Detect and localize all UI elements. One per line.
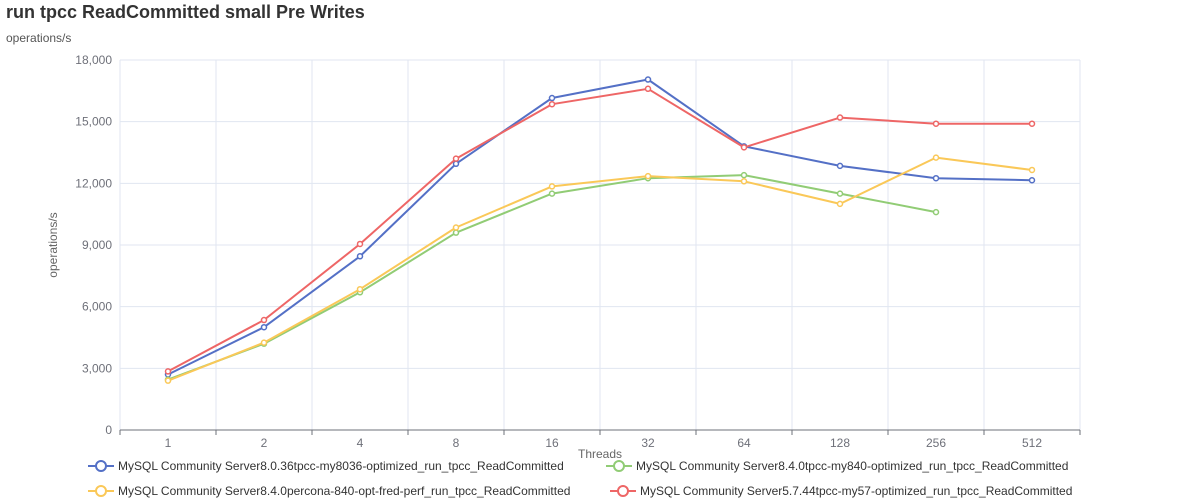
legend-item[interactable]: MySQL Community Server5.7.44tpcc-my57-op… <box>610 484 1072 498</box>
data-point <box>740 144 748 151</box>
legend-swatch-marker <box>617 485 629 497</box>
y-tick-label: 6,000 <box>82 300 112 314</box>
data-point <box>836 114 844 121</box>
chart-title: run tpcc ReadCommitted small Pre Writes <box>6 2 365 22</box>
x-tick-label: 256 <box>926 436 946 450</box>
legend-swatch-marker <box>95 485 107 497</box>
data-point <box>164 377 172 384</box>
y-tick-label: 0 <box>105 423 112 437</box>
series-4 <box>164 85 1036 375</box>
data-point <box>356 253 364 260</box>
data-point <box>932 208 940 216</box>
data-point <box>548 190 556 197</box>
x-tick-label: 512 <box>1022 436 1042 450</box>
data-point <box>932 174 940 182</box>
legend-swatch-icon <box>88 460 114 472</box>
data-point <box>356 240 364 248</box>
legend-label: MySQL Community Server8.4.0tpcc-my840-op… <box>636 459 1069 473</box>
legend-swatch-marker <box>95 460 107 472</box>
data-point <box>356 285 364 293</box>
y-tick-label: 12,000 <box>75 176 112 190</box>
data-point <box>548 94 556 102</box>
data-point <box>452 160 460 168</box>
data-point <box>260 323 268 331</box>
data-point <box>1028 120 1036 127</box>
legend-item[interactable]: MySQL Community Server8.0.36tpcc-my8036-… <box>88 459 564 473</box>
data-point <box>644 172 652 180</box>
series-layer <box>164 76 1036 384</box>
legend-swatch-marker <box>613 460 625 472</box>
x-tick-label: 32 <box>641 436 655 450</box>
grid-lines <box>119 59 1081 430</box>
x-tick-label: 128 <box>830 436 850 450</box>
y-tick-label: 9,000 <box>82 238 112 252</box>
data-point <box>644 85 652 93</box>
data-point <box>1028 177 1036 184</box>
data-point <box>932 120 940 127</box>
legend-swatch-icon <box>88 485 114 497</box>
legend-label: MySQL Community Server8.0.36tpcc-my8036-… <box>118 459 564 473</box>
data-point <box>740 178 748 185</box>
x-tick-label: 16 <box>545 436 559 450</box>
legend-label: MySQL Community Server8.4.0percona-840-o… <box>118 484 571 498</box>
legend-item[interactable]: MySQL Community Server8.4.0tpcc-my840-op… <box>606 459 1068 473</box>
data-point <box>548 100 556 108</box>
series-3 <box>164 154 1036 384</box>
data-point <box>1028 166 1036 174</box>
series-line <box>167 78 1033 376</box>
data-point <box>260 316 268 324</box>
data-point <box>932 154 940 161</box>
data-point <box>452 224 460 231</box>
series-line <box>167 174 937 381</box>
data-point <box>836 190 844 197</box>
y-axis-label: operations/s <box>46 212 60 277</box>
data-point <box>452 229 460 236</box>
legend-label: MySQL Community Server5.7.44tpcc-my57-op… <box>640 484 1073 498</box>
x-tick-label: 8 <box>453 436 460 450</box>
y-tick-label: 15,000 <box>75 115 112 129</box>
x-axis-label: Threads <box>578 447 622 461</box>
series-line <box>167 156 1033 382</box>
legend-swatch-icon <box>610 485 636 497</box>
x-tick-label: 64 <box>737 436 751 450</box>
data-point <box>548 183 556 190</box>
x-tick-label: 2 <box>261 436 268 450</box>
chart-subtitle: operations/s <box>6 31 72 45</box>
series-line <box>167 87 1032 373</box>
y-tick-label: 18,000 <box>75 53 112 67</box>
series-2 <box>164 171 940 383</box>
data-point <box>740 171 748 179</box>
data-point <box>452 155 460 162</box>
data-point <box>644 76 652 83</box>
x-tick-label: 4 <box>357 436 364 450</box>
legend-item[interactable]: MySQL Community Server8.4.0percona-840-o… <box>88 484 570 498</box>
data-point <box>836 200 844 208</box>
legend-swatch-icon <box>606 460 632 472</box>
data-point <box>260 339 268 346</box>
axes: 0 3,000 6,000 9,000 12,000 15,000 18,000 1 2 4 8 16… <box>75 53 1081 450</box>
data-point <box>836 162 844 170</box>
y-tick-label: 3,000 <box>82 361 112 375</box>
x-tick-label: 1 <box>165 436 172 450</box>
data-point <box>164 368 172 375</box>
